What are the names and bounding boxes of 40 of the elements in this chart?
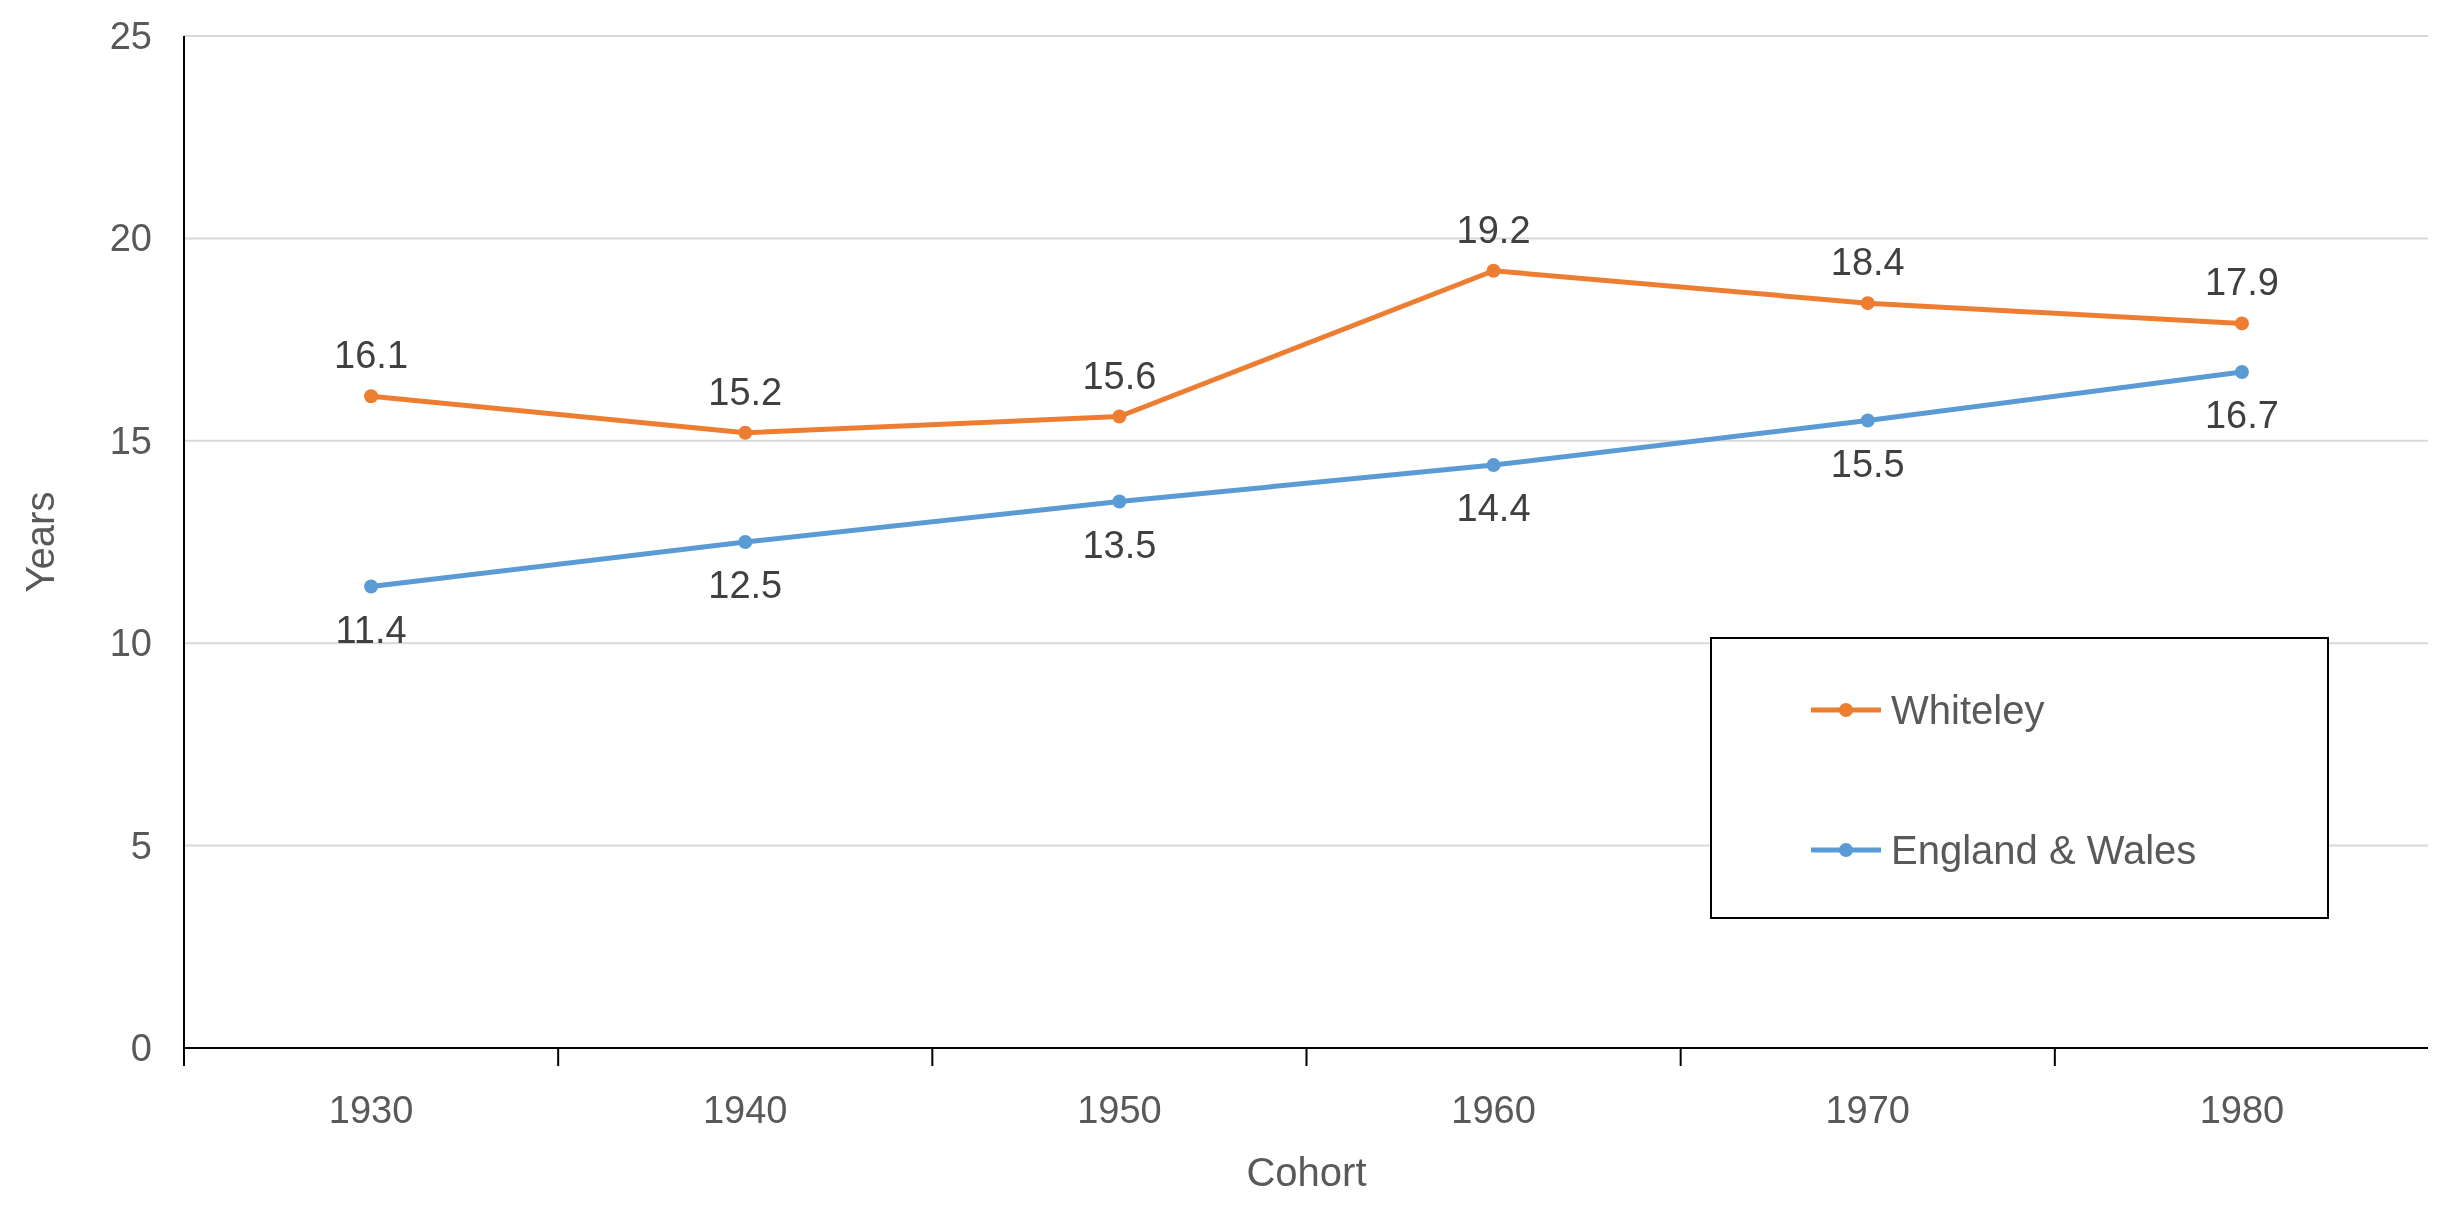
data-label: 11.4	[335, 608, 407, 651]
data-label: 13.5	[1082, 523, 1157, 566]
data-label: 17.9	[2204, 261, 2279, 304]
data-label: 16.1	[334, 334, 409, 377]
data-label: 15.6	[1082, 354, 1157, 397]
x-tick-label: 1980	[2199, 1089, 2285, 1131]
legend-label: Whiteley	[1891, 688, 2045, 732]
x-tick-label: 1970	[1825, 1089, 1911, 1131]
y-tick-label: 5	[130, 824, 152, 867]
point	[738, 425, 753, 440]
x-tick-label: 1930	[328, 1089, 414, 1131]
y-tick-label: 20	[109, 217, 152, 260]
y-tick-label: 10	[109, 622, 152, 665]
legend-label: England & Wales	[1891, 828, 2197, 872]
data-label: 19.2	[1456, 208, 1531, 251]
x-tick-label: 1950	[1077, 1089, 1162, 1131]
data-label: 16.7	[2204, 393, 2279, 436]
point	[364, 579, 379, 594]
point	[1860, 296, 1875, 311]
x-axis-title: Cohort	[1246, 1150, 1367, 1194]
y-tick-label: 0	[130, 1027, 152, 1069]
point	[1486, 263, 1501, 278]
y-tick-label: 25	[109, 15, 152, 57]
point	[1112, 494, 1127, 509]
y-axis-title: Years	[18, 491, 62, 593]
data-label: 14.4	[1456, 487, 1531, 530]
point	[364, 389, 379, 404]
point	[738, 535, 753, 549]
data-label: 12.5	[708, 564, 783, 606]
x-tick-label: 1940	[702, 1089, 788, 1131]
point	[2234, 364, 2249, 379]
point	[1112, 409, 1127, 424]
data-label: 18.4	[1830, 241, 1905, 284]
data-label: 15.2	[708, 370, 783, 413]
x-tick-label: 1960	[1451, 1089, 1536, 1131]
point	[2234, 316, 2249, 331]
point	[1860, 413, 1875, 428]
data-label: 15.5	[1830, 442, 1905, 485]
point	[1486, 458, 1501, 473]
y-tick-label: 15	[109, 419, 152, 462]
